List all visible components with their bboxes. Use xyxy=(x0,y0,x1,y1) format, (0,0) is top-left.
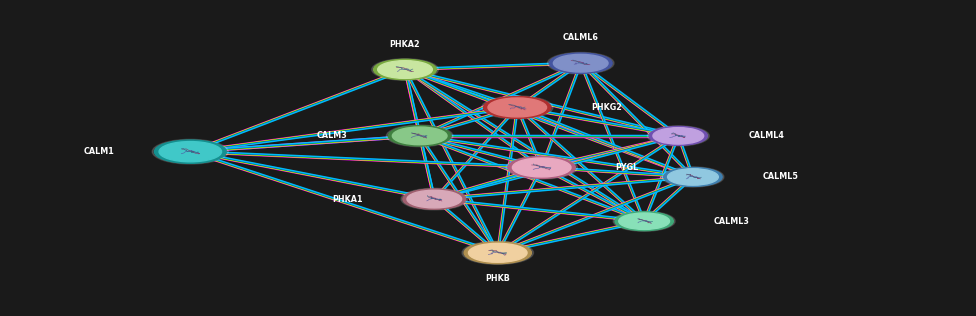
Circle shape xyxy=(374,59,436,80)
Circle shape xyxy=(548,52,614,74)
Circle shape xyxy=(465,242,532,264)
Circle shape xyxy=(553,54,608,72)
Circle shape xyxy=(653,128,704,144)
Circle shape xyxy=(613,211,675,231)
Circle shape xyxy=(488,98,547,117)
Circle shape xyxy=(159,142,222,162)
Circle shape xyxy=(386,125,453,147)
Text: CALML6: CALML6 xyxy=(563,33,598,42)
Text: PHKG2: PHKG2 xyxy=(591,103,622,112)
Circle shape xyxy=(508,157,576,178)
Circle shape xyxy=(647,126,710,146)
Text: CALML4: CALML4 xyxy=(749,131,784,140)
Circle shape xyxy=(649,126,708,145)
Circle shape xyxy=(401,188,468,210)
Circle shape xyxy=(378,61,432,78)
Circle shape xyxy=(662,167,724,187)
Circle shape xyxy=(481,96,553,119)
Circle shape xyxy=(154,140,226,163)
Circle shape xyxy=(468,243,527,262)
Text: CALM3: CALM3 xyxy=(317,131,347,140)
Text: PHKB: PHKB xyxy=(485,274,510,283)
Text: PHKA1: PHKA1 xyxy=(332,195,362,204)
Circle shape xyxy=(664,167,722,186)
Circle shape xyxy=(403,189,466,209)
Circle shape xyxy=(615,212,673,231)
Circle shape xyxy=(506,156,578,179)
Circle shape xyxy=(668,169,718,185)
Circle shape xyxy=(392,127,447,145)
Text: CALM1: CALM1 xyxy=(84,147,114,156)
Circle shape xyxy=(152,139,228,164)
Circle shape xyxy=(388,126,451,146)
Circle shape xyxy=(619,213,670,229)
Circle shape xyxy=(462,241,534,264)
Text: PYGL: PYGL xyxy=(616,163,638,172)
Circle shape xyxy=(372,59,438,80)
Circle shape xyxy=(484,97,550,118)
Circle shape xyxy=(549,53,612,73)
Text: PHKA2: PHKA2 xyxy=(389,40,421,49)
Text: CALML5: CALML5 xyxy=(763,173,798,181)
Circle shape xyxy=(407,190,462,208)
Circle shape xyxy=(512,158,571,177)
Text: CALML3: CALML3 xyxy=(714,217,750,226)
